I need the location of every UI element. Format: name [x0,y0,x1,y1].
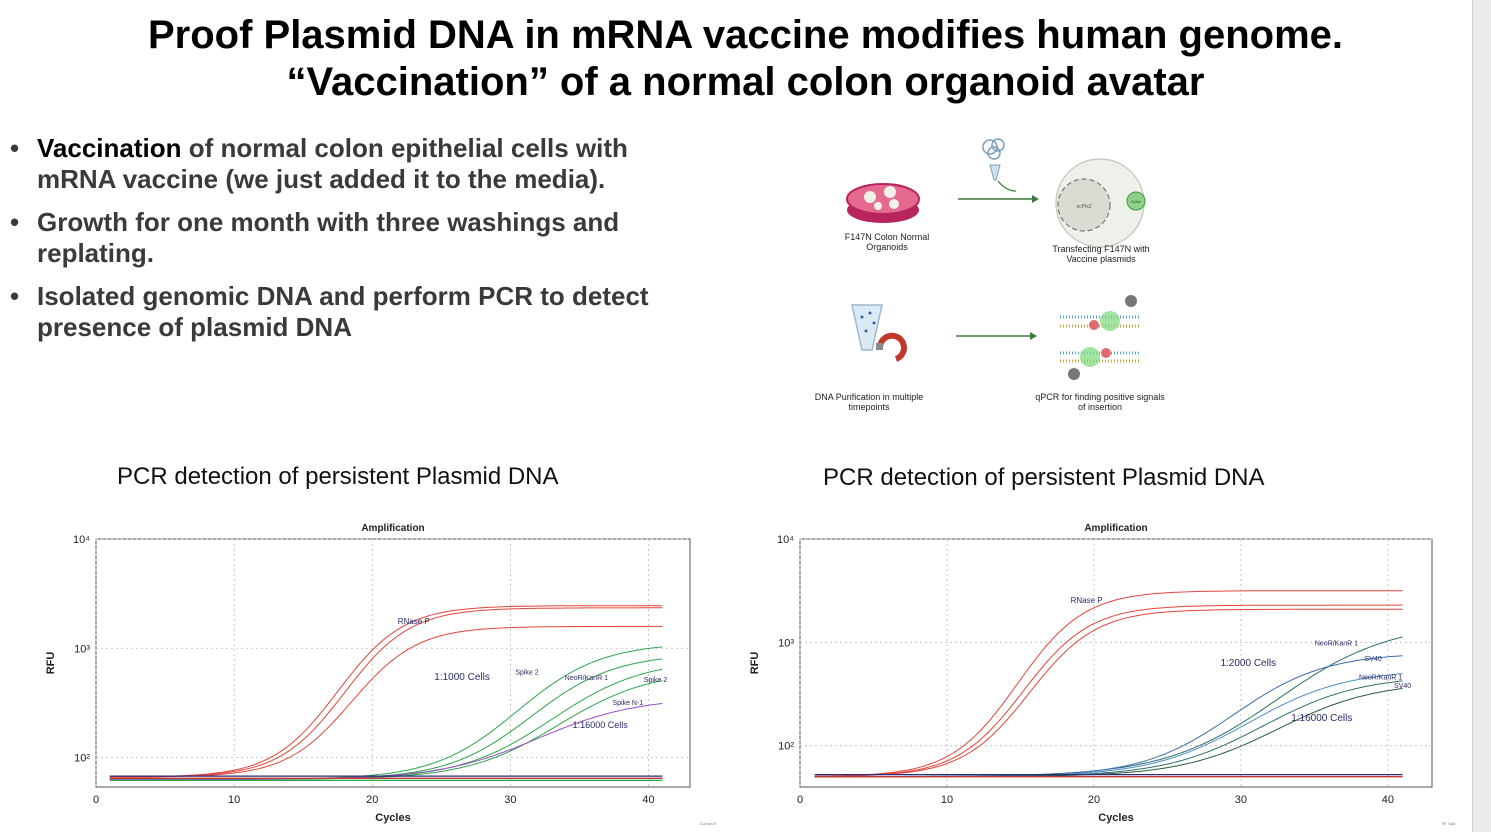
bullet-text: of normal colon epithelial cells with mR… [37,133,628,194]
series-annotation: SV40 [1394,683,1411,690]
series-annotation: 1:16000 Cells [1291,713,1352,724]
bullet-item: • Isolated genomic DNA and perform PCR to… [10,281,710,343]
x-tick-label: 20 [366,794,378,806]
corner-note: RT Spike [1442,821,1455,826]
bullet-emphasis: Vaccination [37,133,182,163]
series-annotation: NeoR/KanR 1 [1359,675,1402,682]
series-annotation: Spike N-1 [612,700,643,707]
panel-title-left: PCR detection of persistent Plasmid DNA [117,463,559,490]
x-tick-label: 0 [797,794,803,806]
amplification-chart-right: 0 10 20 30 40 10⁴ 10³ 10² Amplification Cycles RFU… [749,523,1455,826]
step-caption: qPCR for finding positive signals of ins… [1035,392,1165,412]
bullet-item: • Growth for one month with three washing… [10,207,710,269]
y-axis-label: RFU [45,652,57,675]
y-tick-label: 10³ [74,643,90,655]
series-annotation: SV40 [1365,656,1382,663]
plasmid-label: ocPlx2 [1076,204,1091,210]
y-tick-label: 10⁴ [73,534,90,546]
y-tick-label: 10² [778,741,794,753]
corner-note: Cut low 5 [700,821,717,826]
arrow-icon [958,195,1039,203]
x-tick-label: 10 [941,794,953,806]
x-axis-label: Cycles [1098,812,1133,824]
slide-title-line-2: “Vaccination” of a normal colon organoid… [286,60,1205,104]
series-annotation: 1:1000 Cells [434,672,490,683]
bullet-dot: • [10,281,20,311]
y-tick-label: 10³ [778,637,794,649]
window-edge-bar [1472,0,1491,832]
qpcr-probe-icon [1060,295,1140,380]
amplification-chart-left: 0 10 20 30 40 10⁴ 10³ 10² Amplification Cycles RFU… [45,523,717,826]
x-tick-label: 30 [504,794,516,806]
y-tick-label: 10² [74,753,90,765]
series-line [109,607,663,778]
bullet-text: Isolated genomic DNA and perform PCR to … [37,281,649,342]
bullet-item: • Vaccination of normal colon epithelial … [10,133,710,195]
bullet-dot: • [10,207,20,237]
series-annotation: 1:16000 Cells [573,720,629,730]
arrow-icon [956,332,1037,340]
y-tick-label: 10⁴ [777,534,794,546]
x-tick-label: 20 [1088,794,1100,806]
petri-dish-icon [846,183,920,223]
y-axis-label: RFU [749,652,761,675]
series-line [814,590,1403,777]
bullet-text: Growth for one month with three washings… [37,207,620,268]
plot-frame [95,538,691,788]
x-axis-label: Cycles [375,812,410,824]
series-annotation: NeoR/KanR 1 [1315,640,1358,647]
slide-title-line-1: Proof Plasmid DNA in mRNA vaccine modifi… [147,13,1344,57]
bullet-dot: • [10,133,20,163]
panel-title-right: PCR detection of persistent Plasmid DNA [823,464,1265,491]
series-annotation: NeoR/KanR 1 [565,675,608,682]
series-line [814,608,1403,777]
series-annotation: 1:2000 Cells [1220,658,1276,669]
chart-title: Amplification [1084,523,1147,534]
dna-tube-icon [851,304,907,362]
workflow-illustration: ocPlx2 Spike [846,138,1146,380]
series-annotation: RNase P [1071,596,1103,605]
x-tick-label: 40 [642,794,654,806]
x-tick-label: 0 [93,794,99,806]
series-annotation: RNase P [398,617,430,626]
workflow-schematic: ocPlx2 Spike F [810,125,1190,425]
plot-frame [799,538,1433,788]
series-annotation: Spike 2 [644,677,667,684]
vaccine-vial-icon [982,138,1017,192]
tag-label: Spike [1131,199,1142,204]
x-tick-label: 10 [228,794,240,806]
x-tick-label: 30 [1235,794,1247,806]
series-line [814,604,1403,777]
chart-title: Amplification [361,523,424,534]
step-caption: DNA Purification in multiple timepoints [814,392,924,412]
series-annotation: Spike 2 [515,669,538,676]
transfected-cell-icon: ocPlx2 Spike [1055,158,1146,248]
slide-title: Proof Plasmid DNA in mRNA vaccine modifi… [0,12,1491,106]
step-caption: F147N Colon Normal Organoids [844,232,930,252]
bullet-list: • Vaccination of normal colon epithelial … [10,133,710,355]
x-tick-label: 40 [1382,794,1394,806]
step-caption: Transfecting F147N with Vaccine plasmids [1052,244,1150,264]
